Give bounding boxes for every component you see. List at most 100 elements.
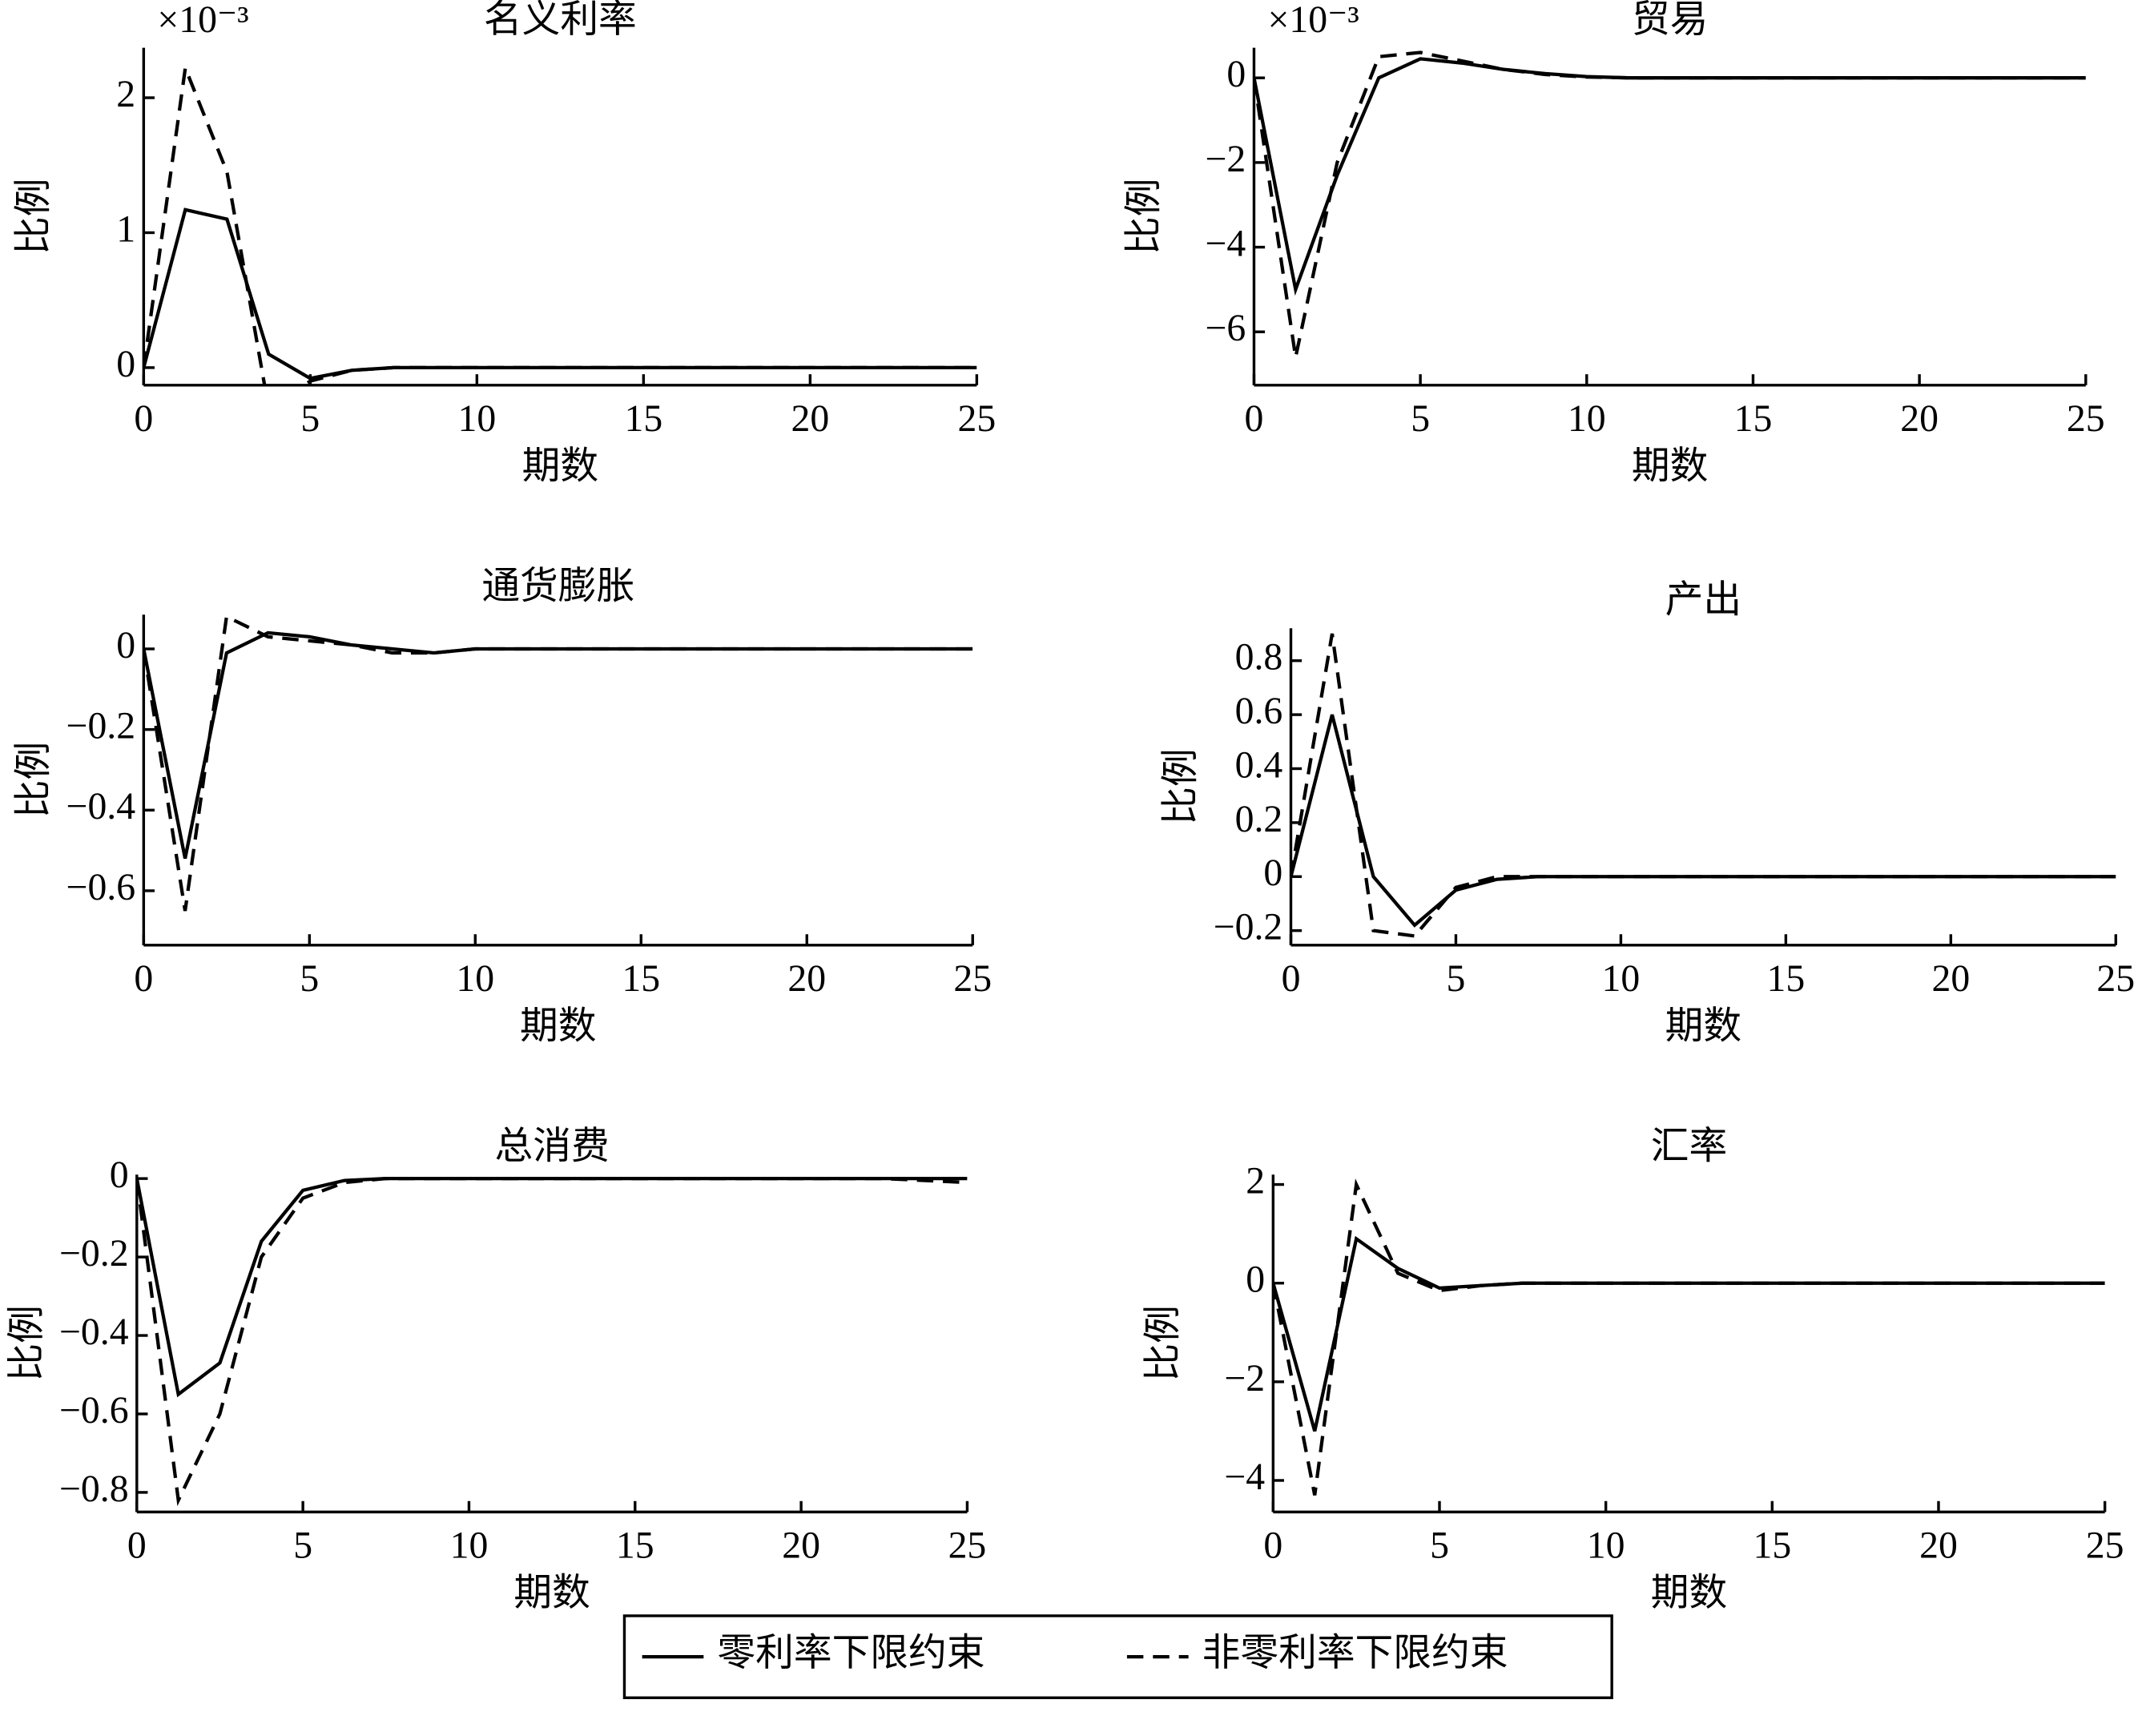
series-line (1273, 1178, 2105, 1496)
x-tick-label: 5 (1411, 397, 1430, 440)
x-tick-label: 5 (1447, 957, 1466, 1000)
legend-label: 零利率下限约束 (717, 1632, 984, 1674)
subplot: 汇率 0 5 10 15 20 25 −4 −2 0 2 期数 比例 (1141, 1126, 2124, 1615)
x-axis-label: 期数 (522, 445, 598, 487)
subplot: 总消费 0 5 10 15 20 25 0 −0.2 −0.4 −0.6 −0.8 期数 比例 (6, 1126, 987, 1615)
series-line (1290, 714, 2116, 928)
x-axis-label: 期数 (1665, 1005, 1741, 1047)
subplot-title: 通货膨胀 (481, 565, 634, 607)
x-tick-label: 5 (1430, 1524, 1449, 1566)
subplot-title: 贸易 (1632, 0, 1708, 41)
x-tick-label: 25 (2067, 397, 2105, 440)
y-axis-label: 比例 (12, 742, 54, 818)
y-tick-label: 2 (116, 73, 135, 115)
subplot: 通货膨胀 0 5 10 15 20 25 0 −0.2 −0.4 −0.6 期数 比例 (12, 565, 992, 1047)
x-tick-label: 0 (1263, 1524, 1282, 1566)
series-line (1273, 1235, 2105, 1432)
series-line (1254, 57, 2086, 296)
y-tick-label: 0.2 (1235, 798, 1283, 840)
series-line (143, 61, 977, 385)
subplot: 产出 0 5 10 15 20 25 −0.2 0 0.2 0.4 0.6 0.8 期数 比例 (1159, 579, 2135, 1048)
y-tick-label: −0.4 (59, 1311, 129, 1353)
legend-label: 非零利率下限约束 (1202, 1632, 1508, 1674)
x-axis-label: 期数 (513, 1572, 590, 1614)
x-tick-label: 10 (457, 397, 496, 440)
x-tick-label: 10 (1602, 957, 1641, 1000)
y-axis-label: 比例 (12, 179, 54, 255)
y-tick-label: −0.6 (59, 1389, 129, 1432)
y-tick-label: −0.2 (1214, 906, 1283, 949)
y-tick-label: 0 (110, 1154, 129, 1196)
y-tick-label: −2 (1205, 138, 1246, 180)
series-line (143, 630, 973, 860)
y-tick-label: 0 (1226, 53, 1246, 95)
y-tick-label: −0.2 (59, 1232, 129, 1275)
x-tick-label: 20 (1919, 1524, 1958, 1566)
y-multiplier: ×10⁻³ (1268, 0, 1359, 41)
x-tick-label: 15 (1734, 397, 1773, 440)
y-tick-label: 0.8 (1235, 636, 1283, 679)
y-tick-label: 0 (1263, 852, 1282, 894)
y-tick-label: 0 (1246, 1259, 1265, 1301)
y-tick-label: −0.2 (66, 705, 136, 747)
x-tick-label: 25 (2086, 1524, 2124, 1566)
y-tick-label: −4 (1205, 222, 1246, 264)
x-tick-label: 20 (782, 1524, 820, 1566)
y-tick-label: 1 (116, 207, 135, 250)
y-tick-label: −4 (1224, 1456, 1265, 1498)
y-tick-label: −2 (1224, 1357, 1265, 1400)
series-line (1290, 633, 2116, 938)
subplot-title: 名义利率 (484, 0, 637, 41)
x-tick-label: 0 (1245, 397, 1264, 440)
x-tick-label: 25 (2096, 957, 2135, 1000)
y-tick-label: 0.4 (1235, 743, 1283, 786)
x-axis-label: 期数 (1651, 1572, 1727, 1614)
y-tick-label: −0.4 (66, 785, 136, 828)
y-tick-label: 2 (1246, 1160, 1265, 1202)
x-tick-label: 20 (787, 957, 826, 1000)
subplot-title: 产出 (1665, 579, 1741, 622)
x-tick-label: 25 (957, 397, 996, 440)
y-axis-label: 比例 (1141, 1305, 1184, 1381)
x-tick-label: 5 (300, 957, 319, 1000)
y-axis-label: 比例 (6, 1305, 48, 1381)
x-tick-label: 15 (1753, 1524, 1791, 1566)
x-tick-label: 15 (1767, 957, 1806, 1000)
x-axis-label: 期数 (1632, 445, 1708, 487)
x-tick-label: 0 (127, 1524, 147, 1566)
x-tick-label: 15 (616, 1524, 654, 1566)
y-tick-label: 0.6 (1235, 690, 1283, 732)
subplot: 名义利率 ×10⁻³ 0 5 10 15 20 25 0 1 2 期数 比例 (12, 0, 996, 487)
y-tick-label: 0 (116, 624, 135, 667)
y-tick-label: 0 (116, 343, 135, 385)
subplot-title: 汇率 (1651, 1126, 1727, 1168)
x-tick-label: 0 (1282, 957, 1301, 1000)
x-tick-label: 10 (1587, 1524, 1625, 1566)
x-tick-label: 15 (624, 397, 662, 440)
x-tick-label: 20 (791, 397, 829, 440)
legend: 零利率下限约束 非零利率下限约束 (622, 1614, 1613, 1699)
y-tick-label: −0.6 (66, 866, 136, 908)
x-tick-label: 0 (134, 957, 153, 1000)
series-line (143, 207, 977, 381)
x-tick-label: 25 (953, 957, 992, 1000)
x-tick-label: 20 (1931, 957, 1970, 1000)
y-tick-label: −0.8 (59, 1468, 129, 1510)
y-tick-label: −6 (1205, 307, 1246, 349)
x-tick-label: 5 (300, 397, 320, 440)
y-axis-label: 比例 (1122, 179, 1165, 255)
y-axis-label: 比例 (1159, 748, 1202, 824)
subplot-title: 总消费 (495, 1126, 610, 1168)
x-tick-label: 5 (293, 1524, 312, 1566)
x-tick-label: 20 (1900, 397, 1939, 440)
x-tick-label: 15 (622, 957, 660, 1000)
series-line (1254, 50, 2086, 358)
legend-box (622, 1614, 1613, 1699)
x-tick-label: 10 (456, 957, 494, 1000)
x-tick-label: 10 (1568, 397, 1606, 440)
x-tick-label: 0 (134, 397, 153, 440)
x-tick-label: 10 (450, 1524, 489, 1566)
subplot: 贸易 ×10⁻³ 0 5 10 15 20 25 0 −2 −4 −6 期数 比例 (1122, 0, 2104, 487)
y-multiplier: ×10⁻³ (157, 0, 248, 41)
